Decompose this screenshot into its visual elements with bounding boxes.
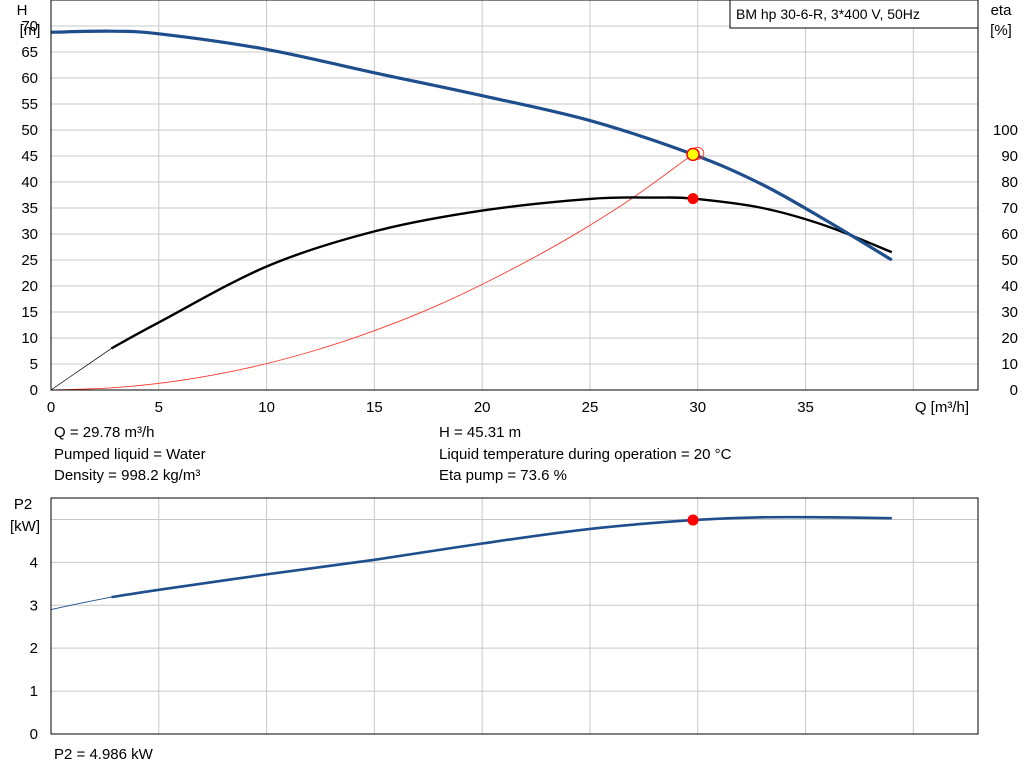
bottom-grid xyxy=(51,498,978,734)
y2-tick-label: 20 xyxy=(1001,330,1018,347)
power-curve xyxy=(111,515,892,599)
power-tick-label: 1 xyxy=(30,683,38,700)
y-tick-label: 60 xyxy=(21,70,38,87)
x-tick-label: 35 xyxy=(797,399,814,416)
y-tick-label: 0 xyxy=(30,382,38,399)
y2-tick-label: 30 xyxy=(1001,304,1018,321)
temperature-readout: Liquid temperature during operation = 20… xyxy=(439,446,732,463)
bottom-plot-frame xyxy=(50,497,979,735)
y2-tick-label: 50 xyxy=(1001,252,1018,269)
y-axis-label: H xyxy=(17,2,28,19)
x-tick-label: 5 xyxy=(155,399,163,416)
model-label-box xyxy=(729,0,979,29)
x-axis-label: Q [m³/h] xyxy=(915,399,969,416)
power-tick-label: 4 xyxy=(30,554,38,571)
head-curve xyxy=(50,29,893,262)
y2-tick-label: 90 xyxy=(1001,148,1018,165)
x-tick-label: 30 xyxy=(689,399,706,416)
flow-readout: Q = 29.78 m³/h xyxy=(54,424,155,441)
power-tick-label: 3 xyxy=(30,597,38,614)
y-tick-label: 50 xyxy=(21,122,38,139)
y-tick-label: 40 xyxy=(21,174,38,191)
y2-tick-label: 80 xyxy=(1001,174,1018,191)
power-axis-unit: [kW] xyxy=(10,518,40,535)
y-tick-label: 15 xyxy=(21,304,38,321)
y-tick-label: 25 xyxy=(21,252,38,269)
density-readout: Density = 998.2 kg/m³ xyxy=(54,467,201,484)
y2-tick-label: 70 xyxy=(1001,200,1018,217)
y2-axis-label: eta xyxy=(991,2,1013,19)
y-tick-label: 20 xyxy=(21,278,38,295)
y2-tick-label: 10 xyxy=(1001,356,1018,373)
model-label: BM hp 30-6-R, 3*400 V, 50Hz xyxy=(736,6,920,22)
y-tick-label: 30 xyxy=(21,226,38,243)
power-axis-label: P2 xyxy=(14,496,32,513)
y-axis-unit: [m] xyxy=(20,22,41,39)
y-tick-label: 45 xyxy=(21,148,38,165)
top-grid xyxy=(51,0,978,390)
power-operating-point xyxy=(687,514,699,526)
y2-tick-label: 0 xyxy=(1010,382,1018,399)
power-tick-label: 2 xyxy=(30,640,38,657)
eta-curve-extension xyxy=(50,348,112,391)
head-readout: H = 45.31 m xyxy=(439,424,522,441)
y2-tick-label: 40 xyxy=(1001,278,1018,295)
system-curve xyxy=(50,150,700,391)
power-tick-label: 0 xyxy=(30,726,38,743)
y-tick-label: 10 xyxy=(21,330,38,347)
x-tick-label: 15 xyxy=(366,399,383,416)
eta-readout: Eta pump = 73.6 % xyxy=(439,467,567,484)
power-readout: P2 = 4.986 kW xyxy=(54,746,153,763)
y-tick-label: 35 xyxy=(21,200,38,217)
eta-operating-point xyxy=(687,193,699,205)
head-operating-point xyxy=(686,147,700,162)
y-tick-label: 55 xyxy=(21,96,38,113)
y2-axis-unit: [%] xyxy=(990,22,1012,39)
tick-labels: 0 5 10 15 20 25 30 3505101520253035404550556065… xyxy=(21,18,1018,743)
power-curve-extension xyxy=(50,596,112,611)
pumped-liquid-readout: Pumped liquid = Water xyxy=(54,446,206,463)
y-tick-label: 5 xyxy=(30,356,38,373)
top-series xyxy=(50,29,893,391)
eta-curve xyxy=(110,196,893,350)
x-tick-label: 20 xyxy=(474,399,491,416)
y-tick-label: 65 xyxy=(21,44,38,61)
y2-tick-label: 60 xyxy=(1001,226,1018,243)
top-plot-frame xyxy=(50,0,979,391)
y-tick-label: 70 xyxy=(21,18,38,35)
x-tick-label: 0 xyxy=(47,399,55,416)
y2-tick-label: 100 xyxy=(993,122,1018,139)
x-tick-label: 10 xyxy=(258,399,275,416)
bottom-series xyxy=(50,514,892,611)
x-tick-label: 25 xyxy=(582,399,599,416)
